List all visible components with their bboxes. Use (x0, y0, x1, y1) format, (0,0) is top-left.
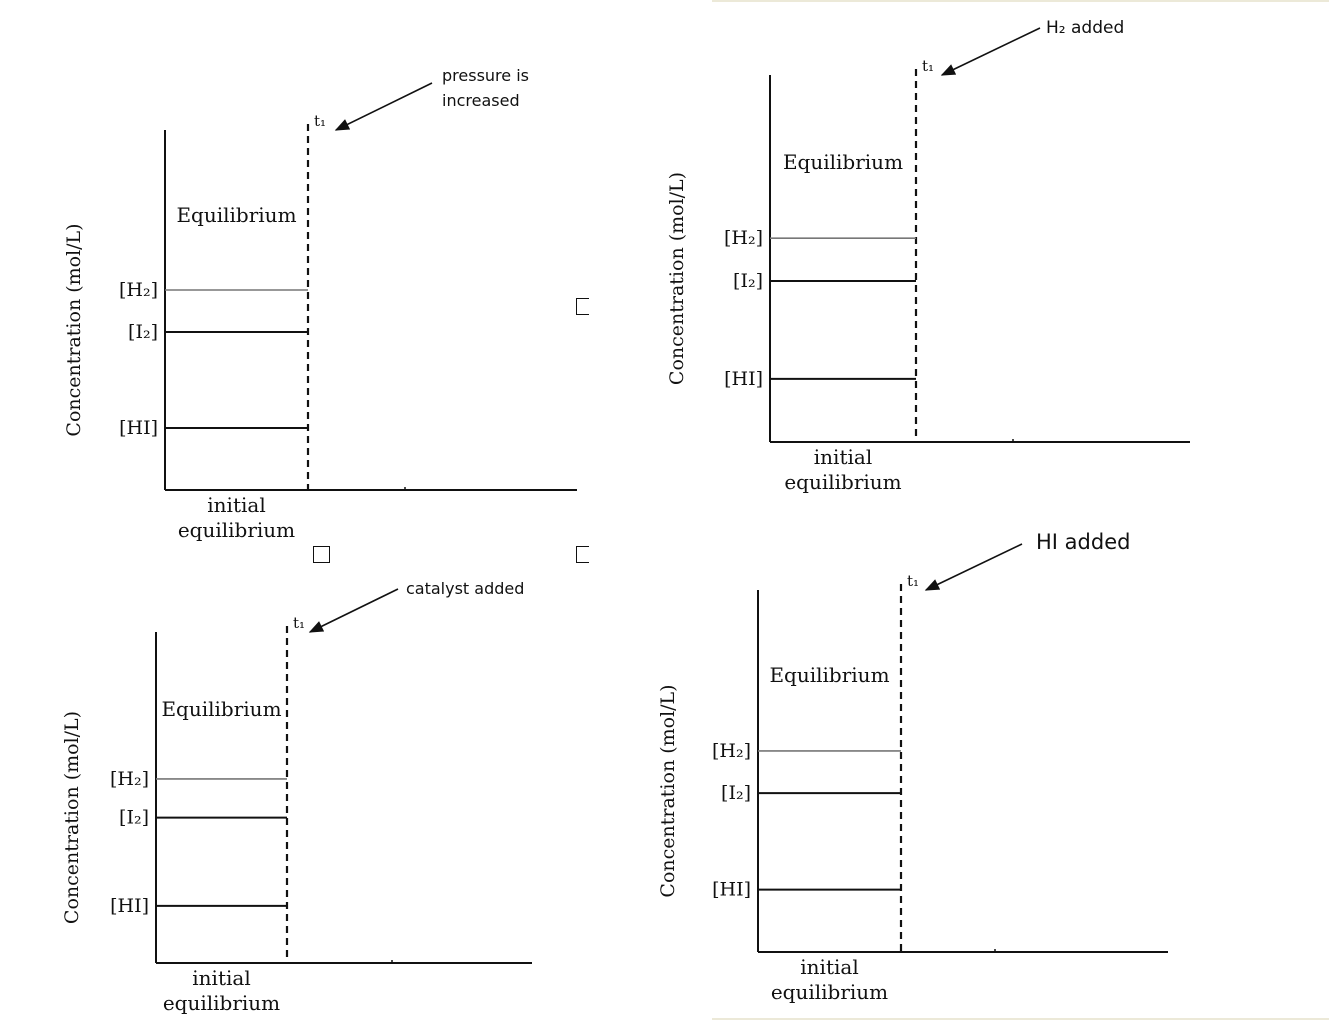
pressure-increased-annotation-text: pressure is (442, 66, 529, 85)
cropped-checkbox-upper[interactable] (576, 298, 589, 315)
catalyst-added-y-axis-label: Concentration (mol/L) (61, 711, 83, 924)
h2-added-series-label-2: [I₂] (733, 270, 763, 292)
h2-added-series-label-3: [HI] (724, 368, 763, 390)
h2-added-t1-label: t₁ (922, 57, 934, 75)
h2-added-x-axis-label: initial (814, 445, 872, 469)
catalyst-added-t1-label: t₁ (293, 614, 305, 632)
hi-added-x-axis-label: initial (800, 955, 858, 979)
h2-added-series-label-1: [H₂] (724, 227, 763, 249)
pressure-increased-x-axis-label: initial (207, 493, 265, 517)
h2-added-annotation-arrow (940, 27, 1041, 76)
h2-added-x-axis-label: equilibrium (784, 470, 901, 494)
pressure-increased-series-label-3: [HI] (119, 417, 158, 439)
hi-added-series-label-3: [HI] (712, 879, 751, 901)
h2-added-y-axis-label: Concentration (mol/L) (666, 172, 688, 385)
catalyst-added-annotation-text: catalyst added (406, 579, 524, 598)
bottom-edge-strip (712, 1018, 1329, 1020)
pressure-increased-annotation-text: increased (442, 91, 520, 110)
hi-added-series-label-1: [H₂] (712, 740, 751, 762)
hi-added-x-axis-label: equilibrium (771, 980, 888, 1004)
pressure-increased-annotation-arrow (334, 82, 433, 131)
hi-added-annotation-arrow (924, 543, 1023, 591)
cropped-checkbox-lower[interactable] (576, 546, 589, 563)
pressure-increased-equilibrium-label: Equilibrium (176, 203, 296, 227)
catalyst-added-series-label-2: [I₂] (119, 807, 149, 829)
catalyst-added-x-axis-label: initial (192, 966, 250, 990)
catalyst-added-x-axis-label: equilibrium (163, 991, 280, 1015)
hi-added-equilibrium-label: Equilibrium (769, 663, 889, 687)
hi-added-annotation-text: HI added (1036, 530, 1130, 554)
pressure-increased-x-axis-label: equilibrium (178, 518, 295, 542)
h2-added-equilibrium-label: Equilibrium (783, 150, 903, 174)
top-edge-strip (712, 0, 1329, 2)
hi-added-y-axis-label: Concentration (mol/L) (657, 684, 679, 897)
catalyst-added-equilibrium-label: Equilibrium (161, 697, 281, 721)
hi-added-t1-label: t₁ (907, 572, 919, 590)
catalyst-added-series-label-1: [H₂] (110, 768, 149, 790)
catalyst-added-annotation-arrow (308, 588, 399, 633)
catalyst-added-series-label-3: [HI] (110, 895, 149, 917)
pressure-increased-y-axis-label: Concentration (mol/L) (63, 223, 85, 436)
h2-added-annotation-text: H₂ added (1046, 18, 1124, 38)
answer-checkbox[interactable] (313, 546, 330, 563)
pressure-increased-series-label-1: [H₂] (119, 279, 158, 301)
pressure-increased-series-label-2: [I₂] (128, 321, 158, 343)
hi-added-series-label-2: [I₂] (721, 782, 751, 804)
pressure-increased-t1-label: t₁ (314, 112, 326, 130)
